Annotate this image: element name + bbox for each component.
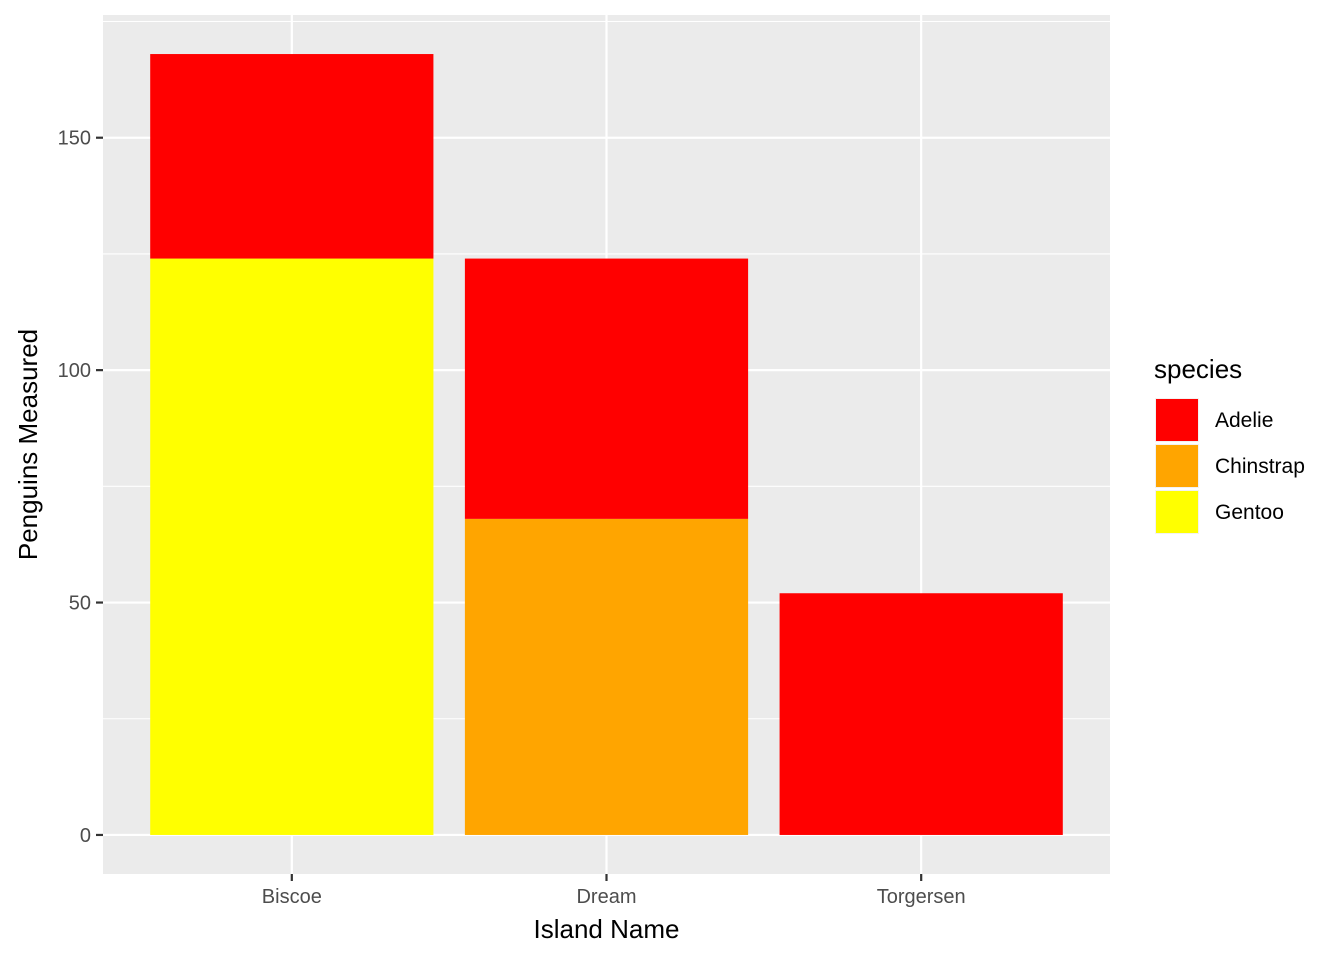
y-tick-label: 150 [58,128,91,150]
legend-label-gentoo: Gentoo [1215,501,1284,524]
y-axis: 0 50 100 150 [58,128,103,847]
bars [150,54,1063,835]
legend-label-chinstrap: Chinstrap [1215,455,1305,478]
y-tick-label: 100 [58,360,91,382]
x-tick-label: Torgersen [877,886,966,908]
bar-biscoe-adelie [150,54,434,259]
x-tick-label: Dream [576,886,636,908]
bar-dream-adelie [464,258,749,519]
legend-swatch-chinstrap [1156,445,1198,487]
y-axis-title: Penguins Measured [13,329,43,560]
bar-dream-chinstrap [464,518,749,835]
bar-torgersen-adelie [779,593,1063,835]
x-axis-title: Island Name [534,914,680,944]
legend-swatch-adelie [1156,399,1198,441]
y-tick-label: 0 [80,825,91,847]
bar-biscoe-gentoo [150,258,434,835]
x-tick-label: Biscoe [262,886,322,908]
y-tick-label: 50 [69,593,91,615]
legend-swatch-gentoo [1156,491,1198,533]
legend-title: species [1154,354,1242,384]
legend-label-adelie: Adelie [1215,409,1273,432]
legend: species Adelie Chinstrap Gentoo [1154,354,1305,534]
x-axis: Biscoe Dream Torgersen [262,874,966,908]
